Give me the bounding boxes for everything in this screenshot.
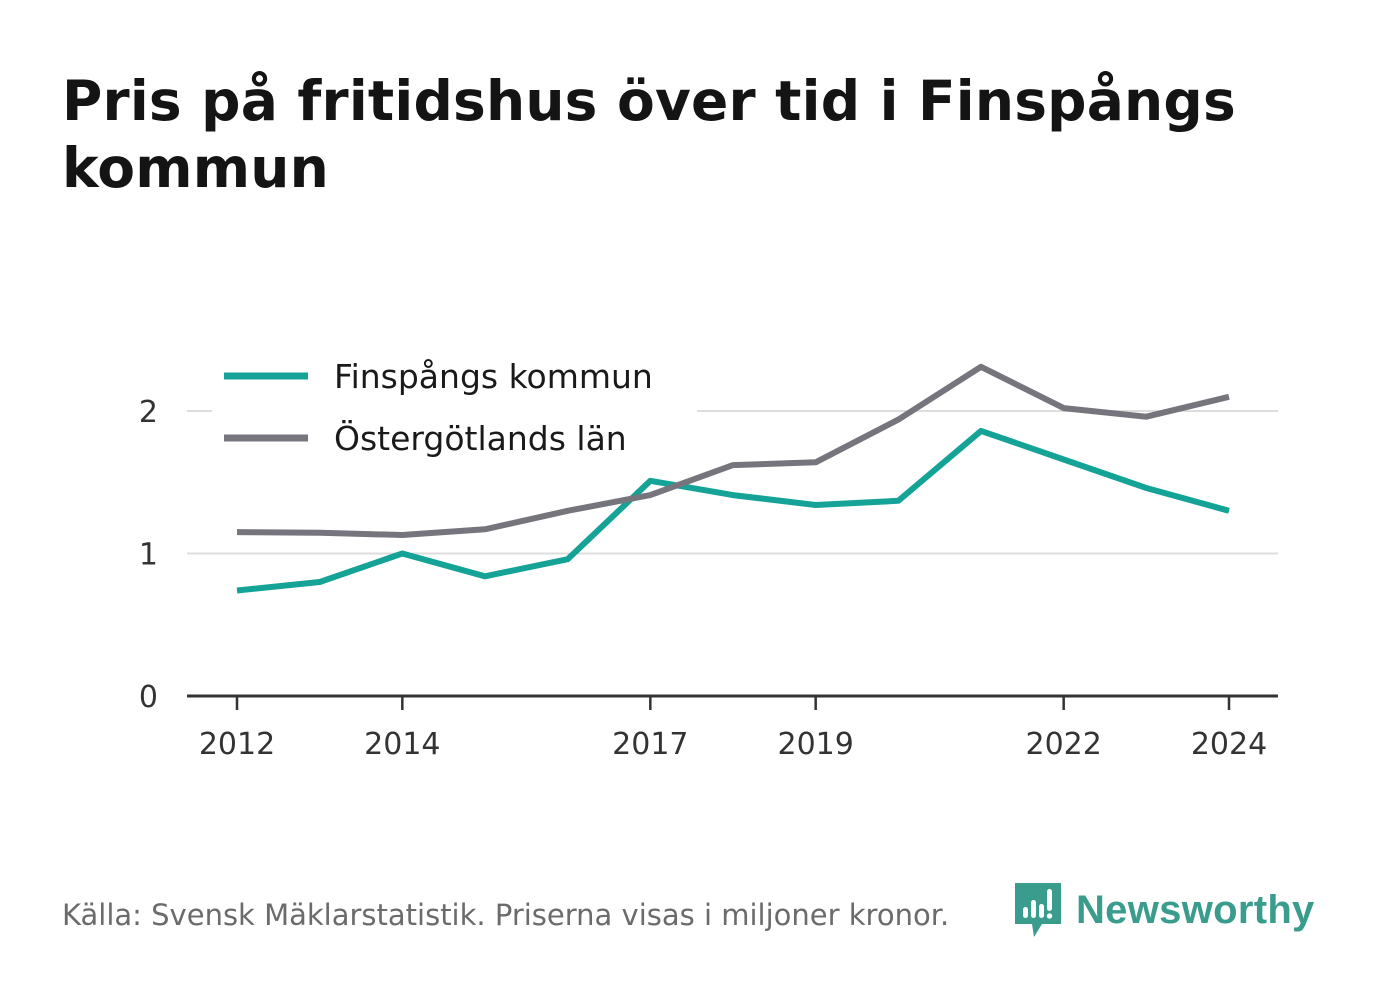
x-tick-label-2012: 2012 [199, 727, 275, 762]
series-line-ostergotlands-lan [236, 363, 1230, 538]
x-tick-label-2022: 2022 [1025, 727, 1101, 762]
x-tick-label-2024: 2024 [1191, 727, 1267, 762]
legend-background [212, 348, 697, 472]
chart-title: Pris på fritidshus över tid i Finspångs … [62, 69, 1236, 200]
legend-label-finspangs-kommun: Finspångs kommun [334, 357, 653, 396]
y-tick-label-1: 1 [139, 538, 158, 573]
y-tick-label-2: 2 [139, 395, 158, 430]
axes: 0 1 2 2012 2014 2017 2019 2022 2024 [139, 395, 1278, 762]
newsworthy-logo-icon [1015, 883, 1061, 937]
x-tick-label-2019: 2019 [777, 727, 853, 762]
source-note: Källa: Svensk Mäklarstatistik. Priserna … [62, 898, 950, 932]
brand-name: Newsworthy [1076, 887, 1315, 932]
x-tick-label-2017: 2017 [612, 727, 688, 762]
x-tick-label-2014: 2014 [364, 727, 440, 762]
series-lines [236, 363, 1230, 594]
series-line-finspangs-kommun [236, 427, 1230, 594]
legend: Finspångs kommun Östergötlands län [212, 348, 697, 472]
legend-label-ostergotlands-lan: Östergötlands län [334, 418, 627, 458]
y-tick-label-0: 0 [139, 680, 158, 715]
newsworthy-logo: Newsworthy [1012, 880, 1315, 940]
